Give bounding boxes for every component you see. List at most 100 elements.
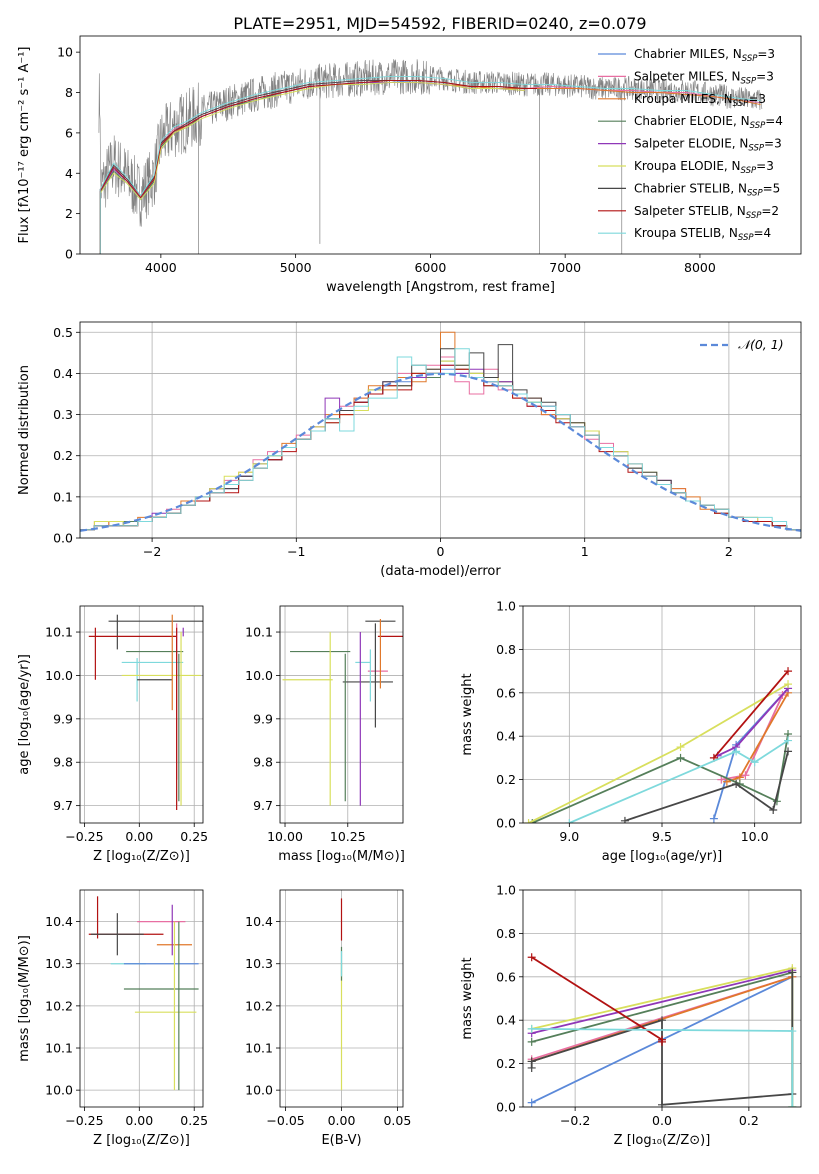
spectrum-data-line: [98, 59, 763, 227]
panel-mass-vs-ebv: −0.05 0.00 0.05 10.0 10.1 10.2 10.3 10.4 E(B-V): [245, 889, 411, 1148]
x-tick-label: 0.25: [180, 829, 208, 844]
x-tick-label: 7000: [549, 260, 581, 275]
weight-marker: [527, 953, 536, 962]
plot-area-spectrum: [98, 59, 763, 254]
y-axis-residuals: 0.0 0.1 0.2 0.3 0.4 0.5: [53, 325, 80, 546]
weight-line-kroupa-stelib: [568, 739, 789, 823]
panel-age-vs-Z: −0.25 0.00 0.25 9.7 9.8 9.9 10.0 10.1 Z [log₁₀(Z…: [17, 605, 208, 864]
y-tick-label: 10.4: [245, 914, 273, 929]
legend-entry-sub: SSP: [742, 54, 758, 64]
weight-marker: [784, 680, 793, 689]
legend-entry-suffix: =4: [765, 114, 783, 128]
x-tick-label: 0.05: [383, 1113, 411, 1128]
y-tick-label: 10.0: [45, 1083, 73, 1098]
x-axis-residuals: −2 −1 0 1 2: [143, 538, 733, 559]
x-axis-weight-vs-Z: −0.2 0.0 0.2: [560, 1107, 759, 1128]
weight-marker: [709, 814, 718, 823]
weight-marker: [784, 736, 793, 745]
weight-marker: [788, 968, 797, 977]
panel-weight-vs-Z: −0.2 0.0 0.2 0.0 0.2 0.4 0.6 0.8 1.0 Z [log₁₀(Z/Z…: [460, 883, 802, 1148]
legend-entry: Salpeter ELODIE, NSSP=3: [634, 137, 782, 154]
axes-frame-mass-vs-ebv: [279, 889, 404, 1108]
x-axis-mass-vs-ebv: −0.05 0.00 0.05: [266, 1107, 411, 1128]
y-tick-label: 0.6: [496, 969, 516, 984]
x-tick-label: −0.2: [560, 1113, 590, 1128]
y-tick-label: 4: [65, 166, 73, 181]
weight-marker: [565, 819, 574, 823]
y-tick-label: 0.6: [496, 685, 516, 700]
legend-entry-suffix: =3: [757, 47, 775, 61]
spectrum-model-kroupa-elodie: [99, 81, 525, 254]
weight-marker: [784, 747, 793, 756]
y-tick-label: 10.3: [245, 956, 273, 971]
weight-marker: [732, 747, 741, 756]
y-axis-age-vs-Z: 9.7 9.8 9.9 10.0 10.1: [45, 625, 80, 813]
y-tick-label: 9.8: [53, 755, 73, 770]
x-axis-age-vs-Z: −0.25 0.00 0.25: [65, 823, 208, 844]
y-tick-label: 10.2: [45, 998, 73, 1013]
y-axis-age-vs-mass: 9.7 9.8 9.9 10.0 10.1: [245, 625, 280, 813]
legend-entry-sub: SSP: [747, 188, 763, 198]
y-tick-label: 0.1: [53, 489, 73, 504]
weight-marker: [732, 779, 741, 788]
legend-entry-sub: SSP: [750, 121, 766, 131]
legend-entry: Kroupa STELIB, NSSP=4: [634, 226, 771, 243]
y-tick-label: 0.2: [496, 772, 516, 787]
legend-entry-sub: SSP: [733, 99, 749, 109]
weight-marker: [620, 816, 629, 823]
x-tick-label: 10.0: [741, 829, 769, 844]
panel-weight-vs-age: 9.0 9.5 10.0 0.0 0.2 0.4 0.6 0.8 1.0 age [log₁₀(a…: [460, 599, 802, 864]
x-axis-label: E(B-V): [321, 1133, 361, 1148]
plot-area-age-vs-Z: [88, 614, 203, 810]
x-tick-label: 0.00: [328, 1113, 356, 1128]
weight-marker: [750, 758, 759, 767]
legend-entry: Chabrier MILES, NSSP=3: [634, 47, 775, 64]
y-tick-label: 0.2: [53, 448, 73, 463]
panel-mass-vs-Z: −0.25 0.00 0.25 10.0 10.1 10.2 10.3 10.4 Z [log₁…: [17, 889, 208, 1148]
weight-marker: [788, 1027, 797, 1036]
x-axis-label: age [log₁₀(age/yr)]: [602, 849, 723, 864]
legend-entry-sub: SSP: [738, 233, 754, 243]
y-tick-label: 0.4: [496, 1013, 516, 1028]
y-tick-label: 8: [65, 85, 73, 100]
legend-entry-sub: SSP: [741, 76, 757, 86]
y-tick-label: 1.0: [496, 883, 516, 898]
weight-marker: [784, 667, 793, 676]
legend-entry-sub: SSP: [748, 144, 764, 154]
x-axis-label: wavelength [Angstrom, rest frame]: [326, 280, 555, 295]
x-tick-label: 0.00: [125, 1113, 153, 1128]
x-axis-spectrum: 4000 5000 6000 7000 8000: [145, 254, 716, 275]
y-tick-label: 0.2: [496, 1056, 516, 1071]
y-axis-label: Flux [fλ10⁻¹⁷ erg cm⁻² s⁻¹ A⁻¹]: [17, 47, 32, 244]
x-tick-label: 1: [581, 544, 589, 559]
x-axis-label: Z [log₁₀(Z/Z⊙)]: [93, 1133, 190, 1148]
legend-entry-suffix: =5: [763, 181, 781, 195]
y-tick-label: 0.4: [496, 729, 516, 744]
gaussian-curve: [80, 372, 801, 532]
legend-entry-suffix: =3: [764, 137, 782, 151]
y-tick-label: 6: [65, 125, 73, 140]
weight-line-chabrier-stelib: [624, 751, 789, 822]
x-tick-label: 0: [437, 544, 445, 559]
y-tick-label: 0.8: [496, 926, 516, 941]
y-tick-label: 0.5: [53, 325, 73, 340]
weight-marker: [524, 819, 533, 823]
x-tick-label: 10.00: [267, 829, 303, 844]
weight-line-salpeter-stelib: [713, 670, 789, 759]
y-tick-label: 0.0: [496, 1100, 516, 1115]
y-tick-label: 10.3: [45, 956, 73, 971]
y-axis-label: Normed distribution: [17, 365, 32, 495]
legend-entry-suffix: =3: [756, 159, 774, 173]
y-axis-label: mass [log₁₀(M/M⊙)]: [17, 935, 32, 1062]
legend-entry: 𝒩(0, 1): [738, 337, 784, 352]
y-axis-mass-vs-ebv: 10.0 10.1 10.2 10.3 10.4: [245, 914, 280, 1098]
x-tick-label: 9.0: [559, 829, 579, 844]
x-axis-label: Z [log₁₀(Z/Z⊙)]: [614, 1133, 711, 1148]
x-axis-mass-vs-Z: −0.25 0.00 0.25: [65, 1107, 208, 1128]
legend-entry: Salpeter STELIB, NSSP=2: [634, 204, 779, 221]
axes-frame-age-vs-Z: [79, 605, 204, 824]
x-tick-label: 2: [725, 544, 733, 559]
x-tick-label: 6000: [414, 260, 446, 275]
x-axis-age-vs-mass: 10.00 10.25: [267, 823, 366, 844]
